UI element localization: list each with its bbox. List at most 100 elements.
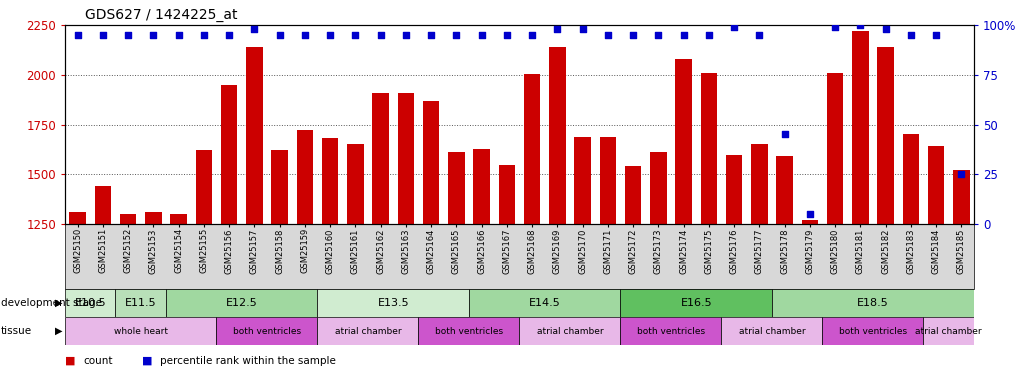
Text: E18.5: E18.5 xyxy=(856,298,888,308)
Bar xyxy=(720,317,821,345)
Bar xyxy=(726,155,742,224)
Point xyxy=(346,32,363,38)
Point xyxy=(524,32,540,38)
Bar xyxy=(271,150,287,224)
Point xyxy=(498,32,515,38)
Text: both ventricles: both ventricles xyxy=(838,327,906,336)
Text: percentile rank within the sample: percentile rank within the sample xyxy=(160,356,335,366)
Bar xyxy=(145,212,161,224)
Text: ▶: ▶ xyxy=(55,298,63,308)
Bar xyxy=(524,74,540,224)
Bar xyxy=(826,73,843,224)
Point xyxy=(599,32,615,38)
Point xyxy=(775,132,792,138)
Point xyxy=(876,26,893,32)
Bar xyxy=(346,144,363,224)
Bar xyxy=(851,31,868,224)
Bar xyxy=(927,146,944,224)
Point xyxy=(548,26,565,32)
Text: whole heart: whole heart xyxy=(114,327,167,336)
Point xyxy=(473,32,489,38)
Point xyxy=(826,24,843,30)
Point xyxy=(69,32,86,38)
Bar xyxy=(196,150,212,224)
Bar xyxy=(620,289,771,317)
Text: atrial chamber: atrial chamber xyxy=(334,327,400,336)
Text: E11.5: E11.5 xyxy=(124,298,156,308)
Text: ▶: ▶ xyxy=(55,326,63,336)
Bar xyxy=(700,73,716,224)
Bar xyxy=(120,214,137,224)
Bar xyxy=(801,220,817,224)
Bar xyxy=(166,289,317,317)
Bar xyxy=(372,93,388,224)
Text: atrial chamber: atrial chamber xyxy=(536,327,602,336)
Bar xyxy=(750,144,767,224)
Text: both ventricles: both ventricles xyxy=(232,327,301,336)
Bar xyxy=(498,165,515,224)
Text: both ventricles: both ventricles xyxy=(636,327,704,336)
Bar xyxy=(95,186,111,224)
Point xyxy=(902,32,918,38)
Point xyxy=(145,32,161,38)
Text: ■: ■ xyxy=(142,356,152,366)
Point xyxy=(423,32,439,38)
Point xyxy=(927,32,944,38)
Text: atrial chamber: atrial chamber xyxy=(914,327,981,336)
Text: E16.5: E16.5 xyxy=(680,298,711,308)
Point xyxy=(750,32,766,38)
Text: E12.5: E12.5 xyxy=(225,298,258,308)
Bar xyxy=(397,93,414,224)
Bar xyxy=(902,135,918,224)
Point xyxy=(649,32,665,38)
Bar xyxy=(65,317,216,345)
Point xyxy=(625,32,641,38)
Bar xyxy=(469,289,620,317)
Bar xyxy=(620,317,720,345)
Text: E13.5: E13.5 xyxy=(377,298,409,308)
Point xyxy=(953,171,969,177)
Bar xyxy=(775,156,792,224)
Bar xyxy=(221,85,237,224)
Text: ■: ■ xyxy=(65,356,75,366)
Bar xyxy=(115,289,166,317)
Bar xyxy=(922,317,973,345)
Text: atrial chamber: atrial chamber xyxy=(738,327,805,336)
Bar xyxy=(317,289,469,317)
Bar xyxy=(447,152,464,224)
Bar xyxy=(423,100,439,224)
Bar xyxy=(876,47,893,224)
Text: both ventricles: both ventricles xyxy=(434,327,502,336)
Point xyxy=(297,32,313,38)
Bar xyxy=(675,59,691,224)
Bar xyxy=(418,317,519,345)
Point xyxy=(322,32,338,38)
Point xyxy=(170,32,186,38)
Text: tissue: tissue xyxy=(1,326,33,336)
Bar xyxy=(246,47,262,224)
Bar xyxy=(952,170,969,224)
Point xyxy=(397,32,414,38)
Point xyxy=(574,26,590,32)
Bar xyxy=(574,137,590,224)
Point xyxy=(196,32,212,38)
Bar xyxy=(821,317,922,345)
Bar xyxy=(548,47,565,224)
Bar xyxy=(322,138,338,224)
Bar xyxy=(170,214,186,224)
Point xyxy=(801,211,817,217)
Text: E14.5: E14.5 xyxy=(529,298,560,308)
Text: GDS627 / 1424225_at: GDS627 / 1424225_at xyxy=(86,8,237,22)
Point xyxy=(700,32,716,38)
Point xyxy=(447,32,464,38)
Point xyxy=(726,24,742,30)
Point xyxy=(675,32,691,38)
Point xyxy=(246,26,262,32)
Point xyxy=(120,32,137,38)
Bar xyxy=(216,317,317,345)
Point xyxy=(852,22,868,28)
Bar xyxy=(65,289,115,317)
Bar xyxy=(649,152,666,224)
Bar xyxy=(69,212,86,224)
Bar xyxy=(317,317,418,345)
